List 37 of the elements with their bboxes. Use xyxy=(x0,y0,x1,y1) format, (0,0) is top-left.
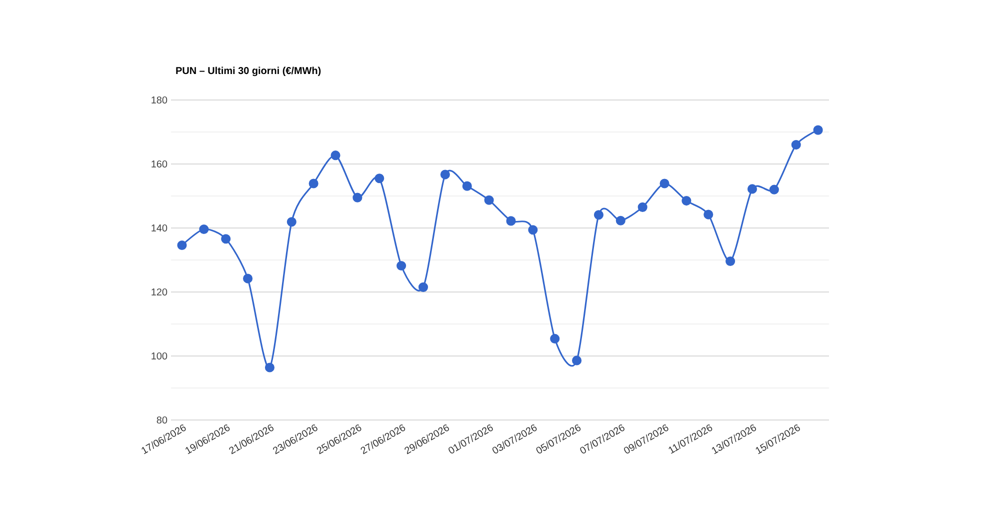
point xyxy=(682,196,692,206)
point xyxy=(221,234,231,244)
point xyxy=(726,256,736,266)
y-tick-label: 100 xyxy=(152,352,168,360)
y-tick-label: 140 xyxy=(152,224,168,232)
point xyxy=(308,178,318,188)
point xyxy=(638,202,648,212)
point xyxy=(594,210,604,220)
y-tick-label: 120 xyxy=(152,288,168,296)
point xyxy=(396,260,406,271)
point xyxy=(330,150,340,160)
point xyxy=(791,140,801,150)
y-tick-label: 180 xyxy=(152,96,168,104)
point xyxy=(264,362,274,372)
point xyxy=(550,334,560,344)
chart-title: PUN – Ultimi 30 giorni (€/MWh) xyxy=(176,66,321,76)
point xyxy=(286,217,296,227)
point xyxy=(352,192,362,202)
point xyxy=(484,195,494,205)
point xyxy=(199,224,209,234)
point xyxy=(813,125,823,135)
point xyxy=(506,216,516,226)
point xyxy=(704,210,714,220)
point xyxy=(418,282,428,292)
y-tick-label: 80 xyxy=(156,416,168,424)
point xyxy=(572,356,582,366)
point xyxy=(616,216,626,226)
point xyxy=(747,184,758,194)
point xyxy=(374,174,384,184)
point xyxy=(769,184,779,194)
point xyxy=(177,240,187,250)
point xyxy=(440,170,450,180)
point xyxy=(462,181,472,191)
point xyxy=(242,274,253,284)
y-tick-label: 160 xyxy=(152,160,168,168)
point xyxy=(528,225,538,235)
point xyxy=(660,178,670,188)
